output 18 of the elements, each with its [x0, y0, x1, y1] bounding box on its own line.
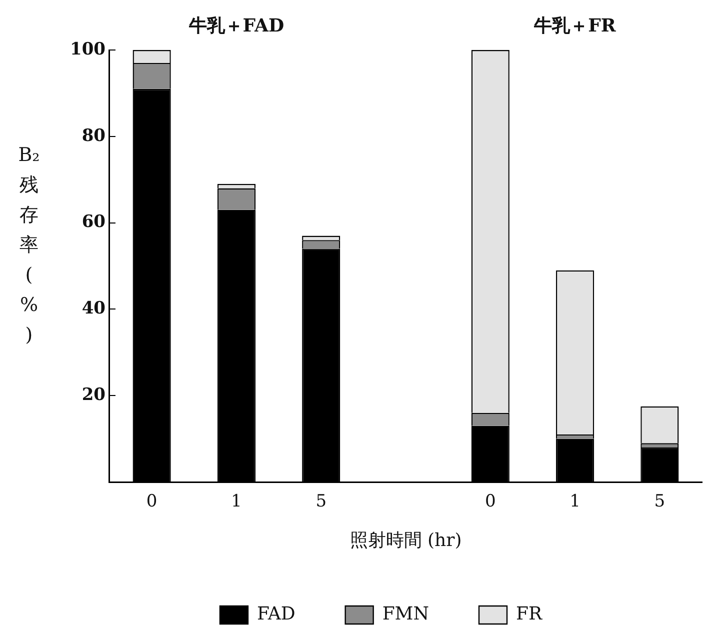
text: 牛乳＋FAD — [188, 16, 284, 37]
y-tick-label: 60 — [82, 212, 106, 232]
text: 牛乳＋FR — [533, 16, 617, 37]
y-tick-label: 80 — [82, 126, 106, 146]
legend-label: FAD — [256, 604, 296, 625]
legend-label: FR — [516, 604, 542, 625]
y-axis-title: B₂残存率(%) — [17, 143, 41, 348]
x-tick-label: 5 — [316, 492, 327, 512]
x-tick-label: 0 — [146, 492, 158, 512]
y-tick-label: 100 — [70, 39, 106, 60]
x-tick-label: 5 — [654, 492, 666, 512]
y-tick-label: 20 — [82, 385, 106, 406]
x-tick-label: 1 — [231, 492, 242, 512]
x-axis-title: 照射時間 (hr) — [350, 530, 462, 551]
x-tick-label: 0 — [484, 492, 496, 512]
legend-label: FMN — [382, 604, 429, 625]
y-tick-label: 40 — [82, 298, 106, 319]
x-tick-label: 1 — [570, 492, 580, 512]
